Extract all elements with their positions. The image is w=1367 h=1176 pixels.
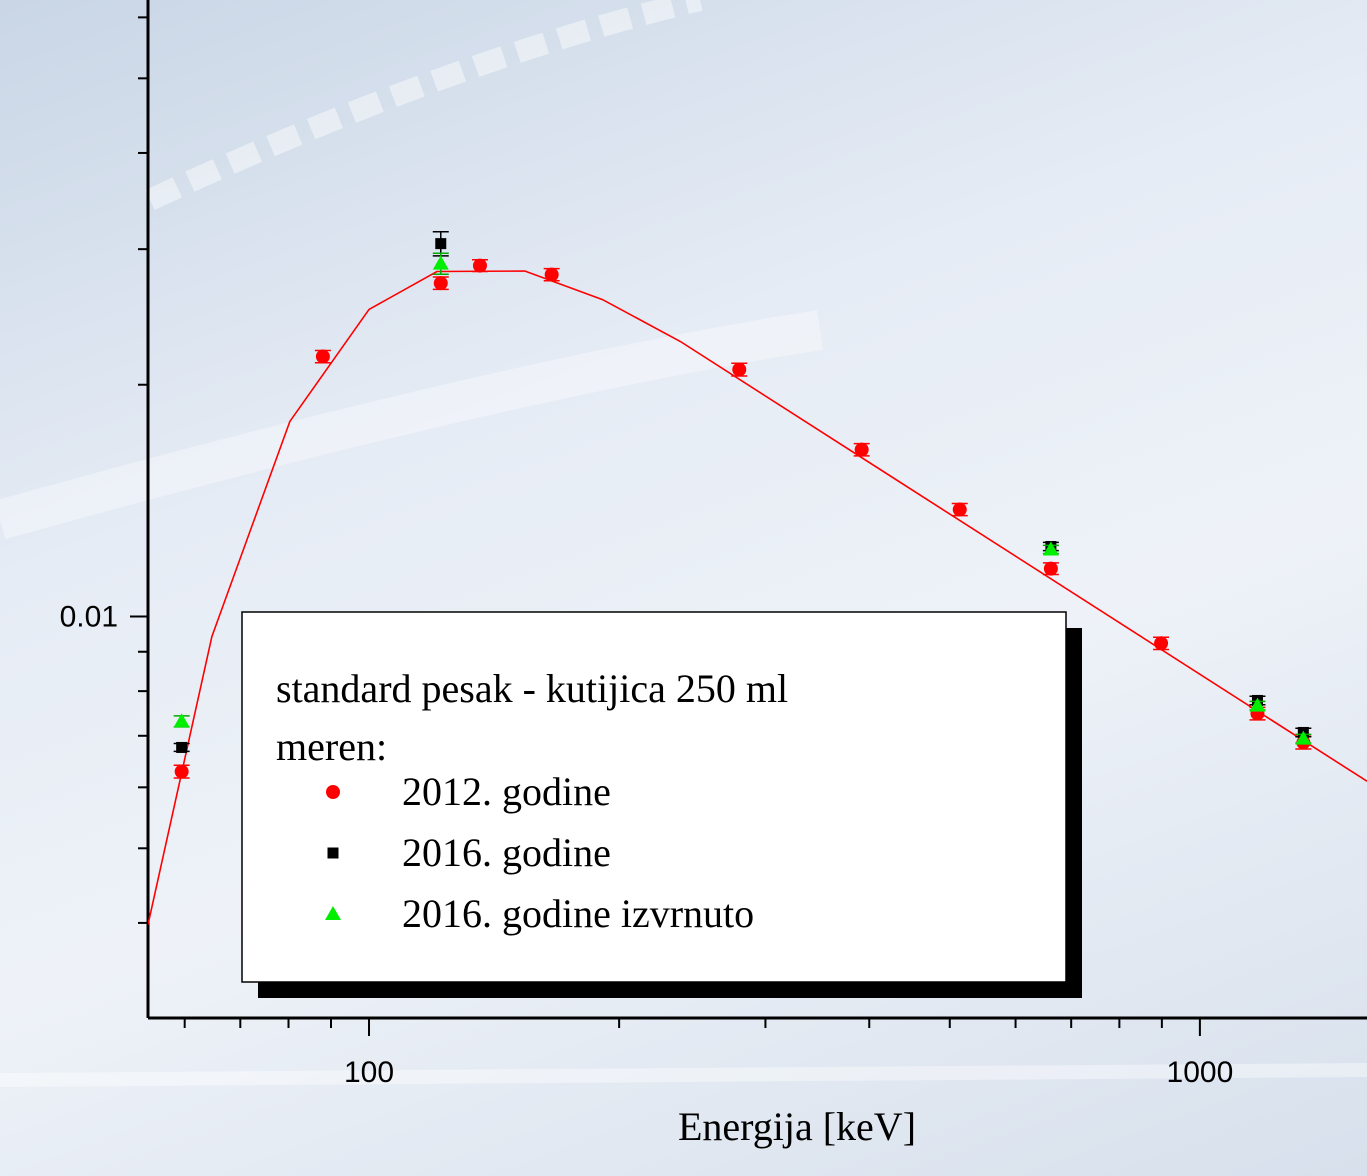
data-point	[732, 363, 746, 377]
data-point	[953, 503, 967, 517]
legend-marker	[328, 848, 339, 859]
page: Energija [keV] 100 1000 0.01 standard pesak…	[0, 0, 1367, 1176]
x-axis-label: Energija [keV]	[678, 1104, 916, 1149]
x-tick-label: 100	[344, 1056, 394, 1089]
legend-label: 2012. godine	[402, 769, 611, 814]
legend-label: 2016. godine izvrnuto	[402, 891, 754, 936]
data-point	[473, 259, 487, 273]
data-point	[855, 443, 869, 457]
chart: Energija [keV] 100 1000 0.01 standard pesak…	[0, 0, 1367, 1176]
data-point	[1154, 636, 1168, 650]
x-tick-label: 1000	[1167, 1056, 1234, 1089]
legend-title: standard pesak - kutijica 250 ml	[276, 666, 788, 711]
legend-label: 2016. godine	[402, 830, 611, 875]
data-point	[433, 256, 449, 270]
data-point	[1044, 562, 1058, 576]
data-point	[1043, 541, 1059, 555]
data-point	[316, 350, 330, 364]
data-point	[434, 276, 448, 290]
y-tick-label: 0.01	[60, 601, 118, 634]
legend-title: meren:	[276, 724, 387, 769]
legend-marker	[326, 785, 340, 799]
data-point	[175, 765, 189, 779]
data-point	[435, 238, 446, 249]
legend: standard pesak - kutijica 250 ml meren: 20…	[242, 612, 1082, 998]
data-point	[176, 742, 187, 753]
data-point	[545, 268, 559, 282]
